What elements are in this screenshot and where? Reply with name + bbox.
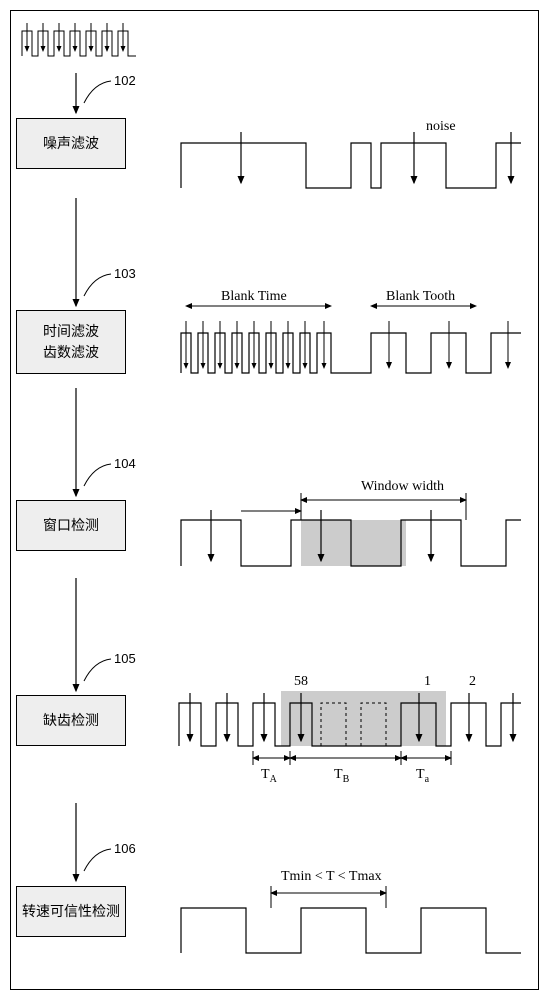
box-noise-filter: 噪声滤波 <box>16 118 126 169</box>
label-window-width: Window width <box>361 479 444 494</box>
waveform-noise: noise <box>176 118 526 203</box>
gap-shade <box>281 691 446 746</box>
diagram-frame: 102 噪声滤波 noise 103 时间滤波 齿数滤波 <box>10 10 539 990</box>
box-window-detect: 窗口检测 <box>16 500 126 551</box>
label-tooth-filter: 齿数滤波 <box>21 342 121 363</box>
window-shade <box>301 520 406 566</box>
waveform-plausibility: Tmin < T < Tmax <box>176 868 526 963</box>
label-Ta: Ta <box>416 767 430 785</box>
label-2: 2 <box>469 674 476 689</box>
callout-104: 104 <box>114 456 136 471</box>
label-1: 1 <box>424 674 431 689</box>
label-time-filter: 时间滤波 <box>21 321 121 342</box>
input-pulse-train <box>16 21 166 76</box>
label-58: 58 <box>294 674 308 689</box>
label-missing-tooth: 缺齿检测 <box>43 712 99 728</box>
label-noise: noise <box>426 119 456 134</box>
label-noise-filter: 噪声滤波 <box>43 135 99 151</box>
label-blank-time: Blank Time <box>221 289 287 304</box>
callout-102: 102 <box>114 73 136 88</box>
label-window-detect: 窗口检测 <box>43 517 99 533</box>
label-blank-tooth: Blank Tooth <box>386 289 455 304</box>
label-TA: TA <box>261 767 278 785</box>
connector-input-to-102: 102 <box>16 73 176 118</box>
waveform-window: Window width <box>176 478 526 578</box>
label-speed-plausibility: 转速可信性检测 <box>22 903 120 919</box>
waveform-blank: Blank Time Blank Tooth <box>176 288 526 388</box>
callout-106: 106 <box>114 841 136 856</box>
label-TB: TB <box>334 767 350 785</box>
callout-103: 103 <box>114 266 136 281</box>
box-missing-tooth: 缺齿检测 <box>16 695 126 746</box>
box-time-tooth-filter: 时间滤波 齿数滤波 <box>16 310 126 374</box>
box-speed-plausibility: 转速可信性检测 <box>16 886 126 937</box>
callout-105: 105 <box>114 651 136 666</box>
waveform-missing-tooth: 58 1 2 <box>176 673 526 803</box>
label-formula: Tmin < T < Tmax <box>281 869 382 884</box>
